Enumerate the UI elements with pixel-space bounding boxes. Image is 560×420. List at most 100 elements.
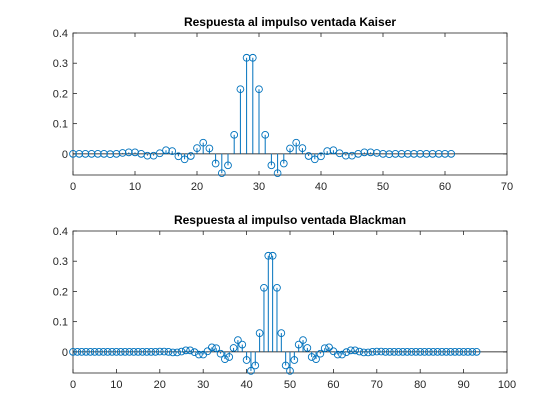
x-tick-label: 0 [70, 379, 76, 391]
stem-marker [77, 348, 86, 356]
stem-marker [364, 348, 372, 357]
stem-marker [211, 159, 220, 168]
x-tick-label: 90 [457, 379, 469, 391]
y-tick-label: 0.1 [53, 317, 68, 329]
stem-marker [333, 350, 342, 359]
stem-marker [99, 348, 108, 356]
stem-marker [155, 149, 164, 158]
stem-marker [118, 149, 127, 157]
stem-marker [398, 348, 407, 356]
stem-marker [355, 347, 364, 356]
stem-marker [224, 161, 232, 170]
stem-marker [412, 348, 420, 356]
stem-marker [342, 348, 351, 357]
stem-marker [279, 159, 288, 168]
y-tick-label: 0.4 [53, 28, 68, 40]
x-tick-label: 40 [315, 181, 327, 193]
stem-marker [316, 349, 325, 358]
stem-marker [255, 85, 263, 94]
y-tick-label: 0.1 [53, 119, 68, 131]
stem-marker [160, 347, 168, 356]
stem-marker [307, 353, 316, 361]
stem-marker [168, 348, 177, 357]
stem-marker [190, 348, 199, 357]
stem-marker [286, 367, 294, 375]
stem-marker [303, 344, 312, 352]
stem-marker [359, 348, 368, 357]
stem-marker [260, 283, 268, 292]
stem-marker [234, 336, 242, 344]
stem-marker [329, 146, 338, 155]
x-tick-label: 100 [498, 379, 516, 391]
stem-marker [277, 329, 286, 337]
stem-marker [112, 150, 121, 158]
stem-marker [459, 348, 468, 356]
stem-marker [151, 348, 160, 356]
stem-marker [341, 151, 350, 160]
stem-marker [138, 348, 147, 356]
stem-marker [472, 348, 481, 356]
stem-marker [142, 348, 151, 356]
stem-marker [100, 150, 108, 158]
stem-marker [368, 348, 377, 356]
stem-marker [81, 150, 90, 158]
stem-marker [394, 348, 403, 356]
x-tick-label: 30 [253, 181, 265, 193]
stem-marker [230, 130, 239, 139]
stem-marker [261, 130, 270, 139]
stem-marker [268, 251, 277, 260]
stem-marker [455, 348, 464, 356]
stem-marker [221, 355, 229, 363]
stem-marker [273, 283, 281, 292]
stem-marker [108, 348, 116, 356]
stem-marker [95, 348, 103, 356]
stem-marker [290, 356, 299, 364]
stem-marker [90, 348, 99, 356]
stem-marker [106, 150, 115, 159]
x-tick-label: 20 [191, 181, 203, 193]
stem-marker [180, 155, 189, 164]
stem-marker [281, 361, 290, 370]
stem-marker [225, 353, 234, 361]
stem-marker [372, 347, 381, 356]
stem-marker [407, 348, 416, 356]
stem-marker [391, 150, 400, 158]
stem-marker [390, 348, 399, 356]
stem-marker [86, 348, 95, 356]
stem-marker [112, 348, 121, 356]
stem-marker [338, 350, 346, 359]
stem-marker [177, 347, 186, 356]
stem-marker [248, 53, 257, 62]
stem-marker [143, 151, 152, 160]
stem-marker [73, 348, 82, 356]
stem-marker [186, 152, 195, 160]
y-tick-label: 0 [62, 149, 68, 161]
stem-marker [360, 148, 369, 157]
stem-marker [325, 343, 333, 352]
stem-marker [351, 346, 359, 355]
stem-marker [273, 169, 282, 178]
stem-marker [429, 348, 438, 356]
stem-marker [242, 53, 251, 62]
stem-marker [464, 348, 472, 356]
stem-marker [451, 348, 459, 356]
y-tick-label: 0.3 [53, 256, 68, 268]
x-tick-label: 60 [327, 379, 339, 391]
stem-marker [174, 152, 183, 161]
stem-marker [425, 348, 433, 356]
stem-marker [75, 150, 84, 158]
stem-marker [298, 144, 307, 152]
stem-marker [255, 329, 264, 337]
x-tick-label: 70 [371, 379, 383, 391]
stem-marker [186, 346, 195, 355]
stem-marker [438, 348, 446, 356]
stem-marker [251, 361, 260, 370]
stem-marker [346, 346, 355, 355]
stem-marker [162, 146, 170, 155]
stem-marker [422, 150, 431, 158]
stem-marker [292, 138, 301, 147]
y-tick-label: 0.3 [53, 58, 68, 70]
stem-marker [410, 150, 418, 158]
stem-marker [317, 152, 325, 161]
x-tick-label: 60 [439, 181, 451, 193]
